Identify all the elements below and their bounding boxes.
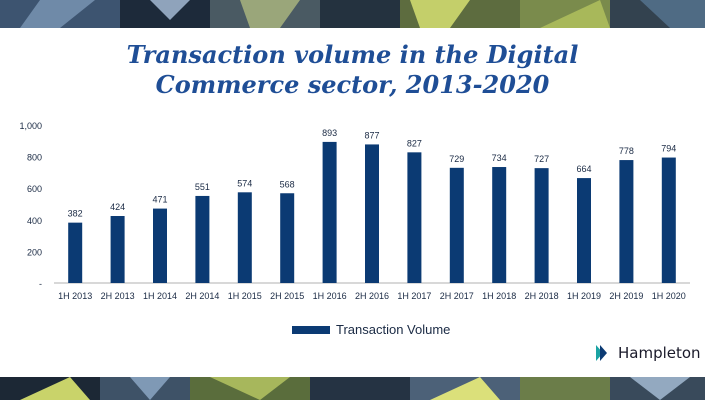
bar-chart: - 200 400 600 800 1,000 382 1H 2013 424 2H 2013 47… <box>19 121 690 301</box>
hampleton-logo-text: Hampleton <box>618 344 701 362</box>
data-label: 827 <box>407 138 422 148</box>
x-tick-label: 2H 2018 <box>525 291 559 301</box>
data-label: 794 <box>661 144 676 154</box>
chart-legend: Transaction Volume <box>292 322 450 337</box>
x-tick-label: 2H 2019 <box>609 291 643 301</box>
x-tick-label: 1H 2015 <box>228 291 262 301</box>
bar <box>661 157 676 283</box>
x-tick-label: 1H 2017 <box>397 291 431 301</box>
bar <box>153 208 167 283</box>
bar <box>449 167 464 283</box>
data-label: 551 <box>195 182 210 192</box>
data-label: 893 <box>322 128 337 138</box>
data-label: 471 <box>152 195 167 205</box>
data-label: 574 <box>237 178 252 188</box>
bar <box>237 192 252 283</box>
bar <box>534 168 549 283</box>
y-tick-label: - <box>39 279 42 289</box>
bar <box>68 222 83 283</box>
bar <box>619 160 634 283</box>
x-tick-label: 2H 2013 <box>101 291 135 301</box>
data-label: 424 <box>110 202 125 212</box>
decorative-banner-top <box>0 0 705 28</box>
x-tick-label: 1H 2019 <box>567 291 601 301</box>
x-tick-label: 2H 2017 <box>440 291 474 301</box>
chart-title: Transaction volume in the Digital Commer… <box>126 40 579 99</box>
data-label: 382 <box>68 209 83 219</box>
bar <box>492 167 507 283</box>
y-tick-label: 1,000 <box>19 121 42 131</box>
bar <box>280 193 295 283</box>
x-tick-label: 1H 2020 <box>652 291 686 301</box>
data-label: 778 <box>619 146 634 156</box>
x-tick-label: 1H 2013 <box>58 291 92 301</box>
data-label: 734 <box>492 153 507 163</box>
legend-label: Transaction Volume <box>336 322 451 337</box>
y-tick-label: 400 <box>27 216 42 226</box>
bar <box>365 144 379 283</box>
y-tick-label: 200 <box>27 247 42 257</box>
legend-swatch <box>292 325 330 334</box>
data-label: 729 <box>449 154 464 164</box>
bar <box>322 141 337 283</box>
decorative-banner-bottom <box>0 377 705 400</box>
data-label: 877 <box>364 130 379 140</box>
data-label: 727 <box>534 154 549 164</box>
bar <box>407 152 422 283</box>
data-label: 664 <box>576 164 591 174</box>
y-tick-label: 600 <box>27 184 42 194</box>
y-tick-label: 800 <box>27 153 42 163</box>
x-tick-label: 2H 2015 <box>270 291 304 301</box>
hampleton-logo-icon <box>596 345 607 361</box>
hampleton-logo: Hampleton <box>596 344 701 362</box>
bar <box>195 195 210 283</box>
data-label: 568 <box>280 179 295 189</box>
x-tick-label: 2H 2014 <box>185 291 219 301</box>
x-tick-label: 1H 2014 <box>143 291 177 301</box>
x-tick-label: 2H 2016 <box>355 291 389 301</box>
x-tick-label: 1H 2018 <box>482 291 516 301</box>
x-tick-label: 1H 2016 <box>313 291 347 301</box>
bar <box>110 216 125 283</box>
bar <box>577 178 591 283</box>
